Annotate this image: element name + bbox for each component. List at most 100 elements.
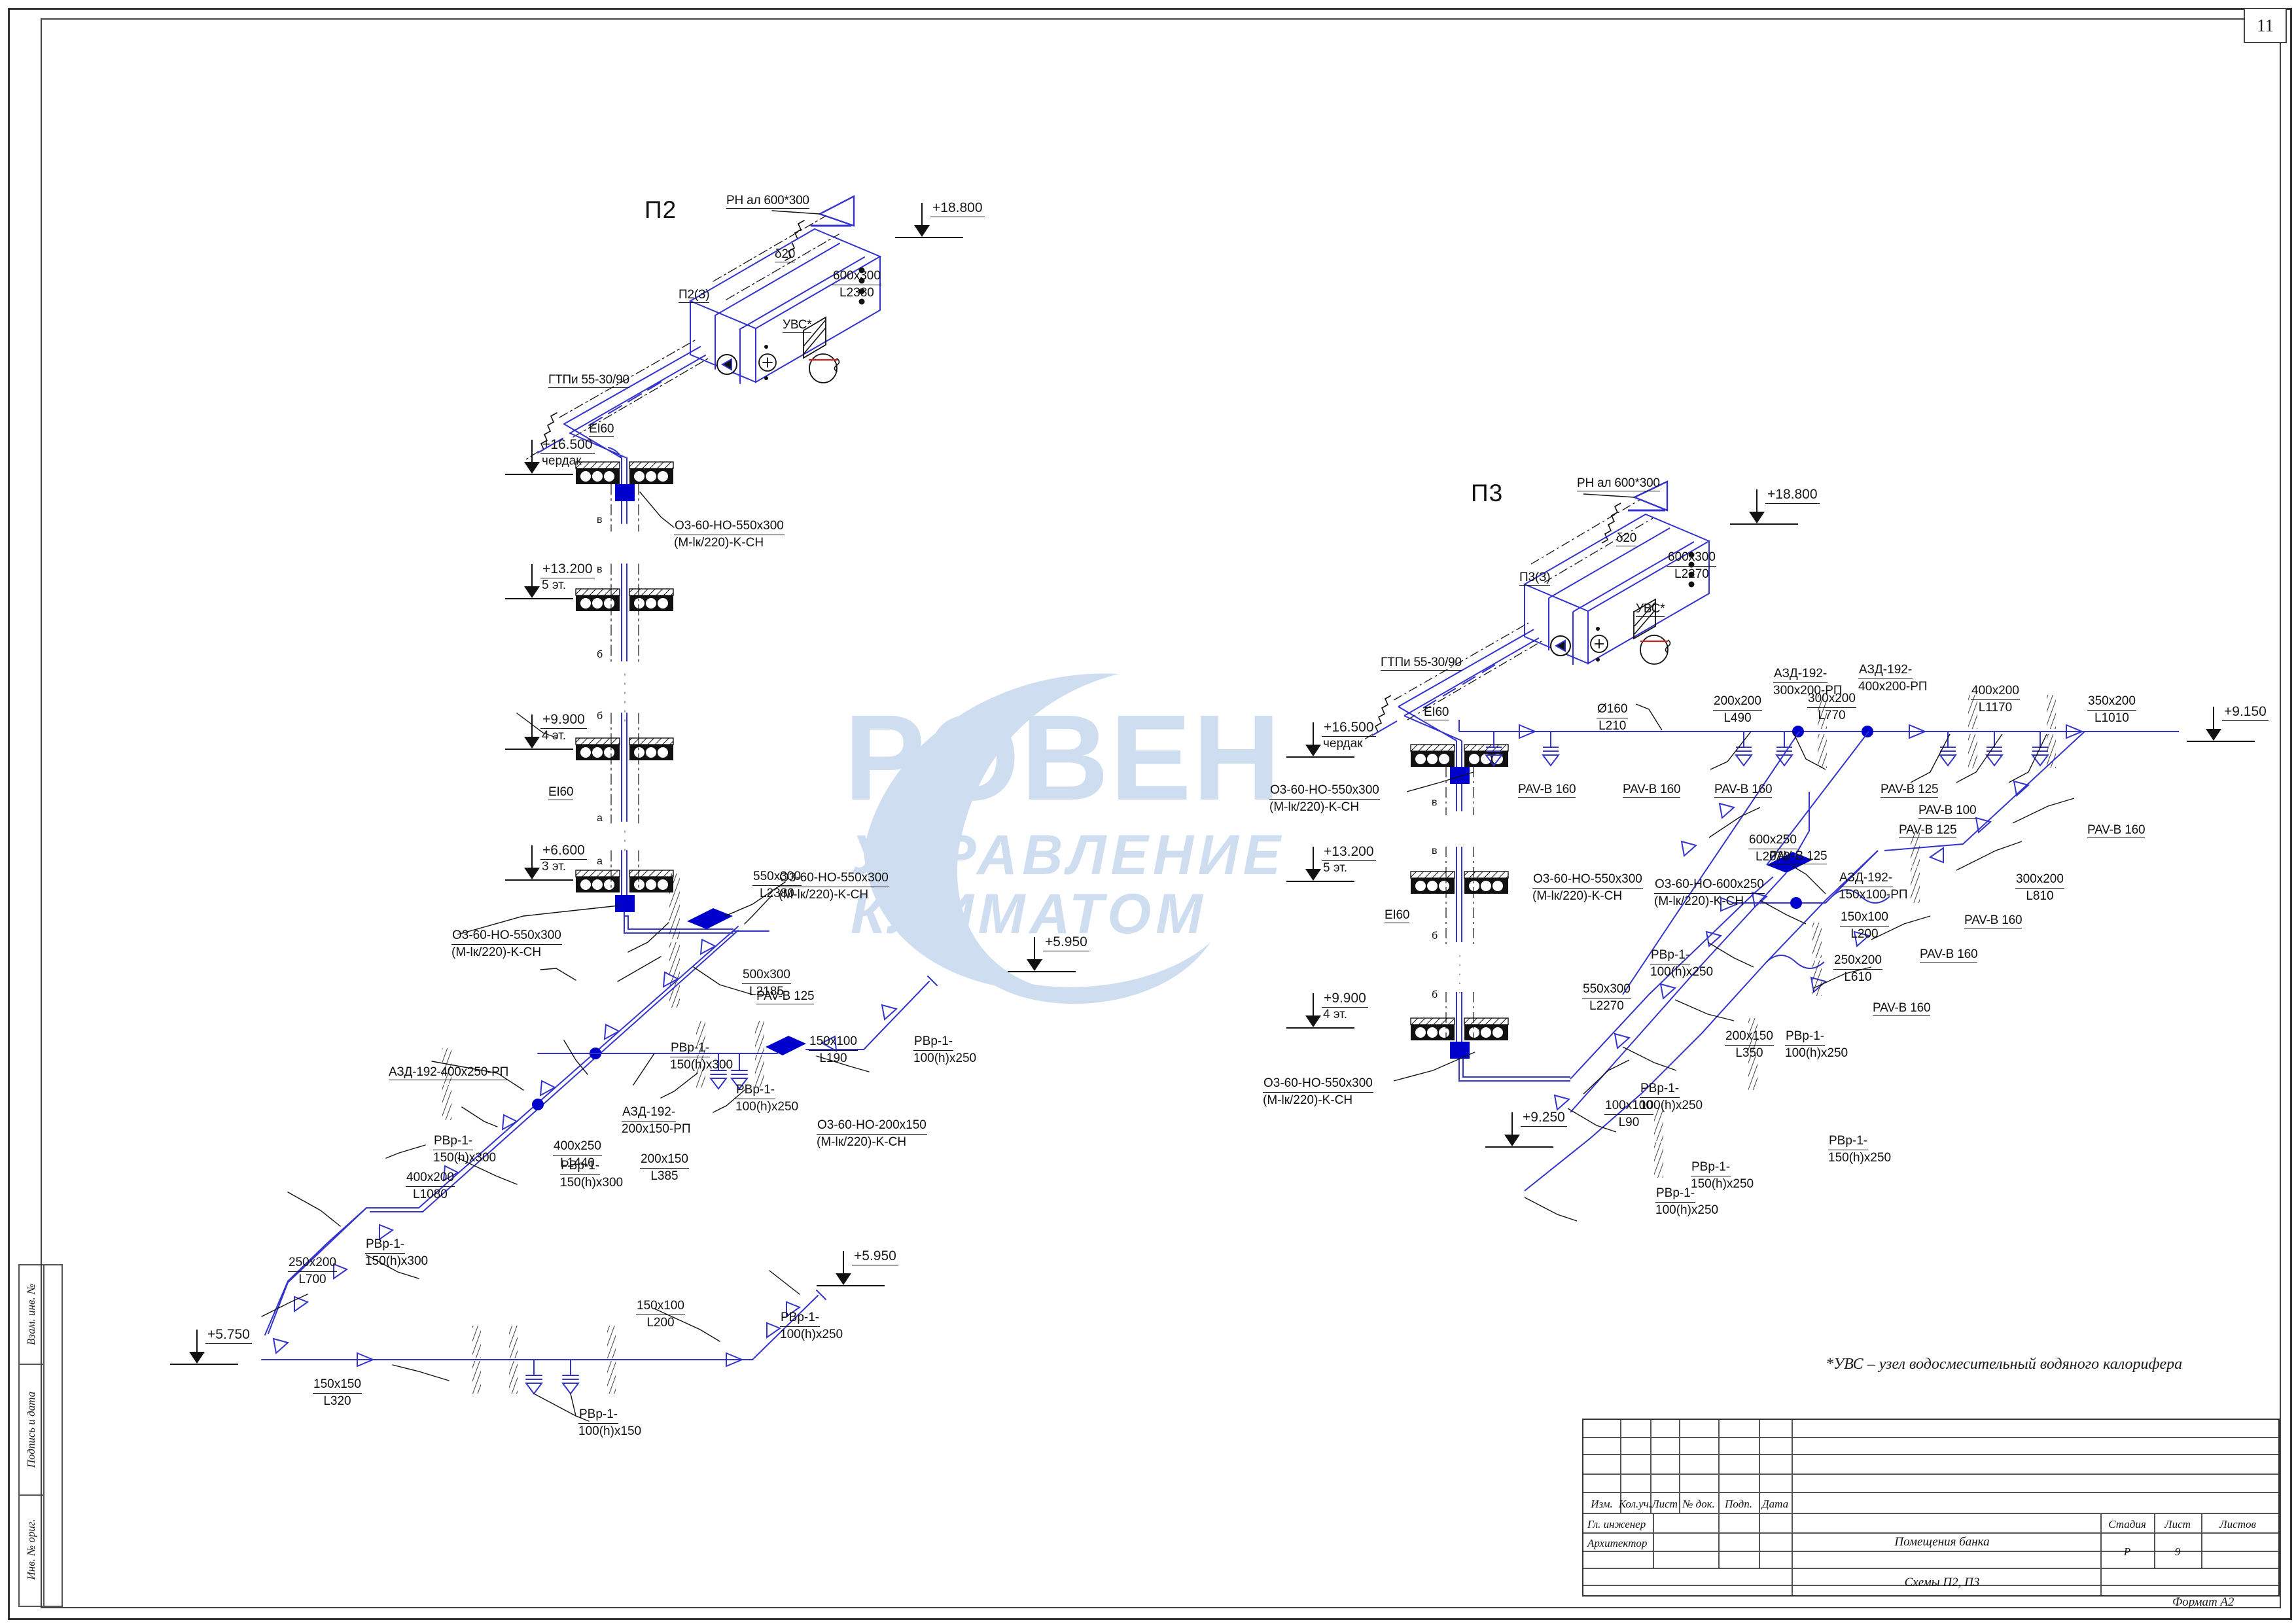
p2-valve-400x250: АЗД-192-400x250-РП [389, 1065, 508, 1081]
page-number-box: 11 [2244, 8, 2287, 43]
p2-damper-label-3: О3-60-НО-550x300 (M-lк/220)-K-CH [779, 871, 889, 902]
p3-duct-550x300: 550x300 L2270 [1582, 982, 1631, 1013]
fire-damper-symbol [615, 484, 635, 501]
p2-duct-150x100-b: 150x100 L200 [636, 1299, 685, 1330]
p2-floor-slabs [575, 461, 674, 892]
p2-heater-label: ГТПи 55-30/90 [548, 373, 629, 389]
p3-diffuser-2: PAV-B 160 [1623, 783, 1681, 798]
p2-floor-mark: б [597, 711, 603, 722]
p2-duct-150x100: 150x100 L190 [809, 1034, 858, 1065]
p3-valve-400x200: АЗД-192- 400x200-РП [1858, 663, 1928, 694]
p3-duct-150x100: 150x100 L200 [1840, 910, 1889, 941]
p3-duct-250x200: 250x200 L610 [1833, 953, 1882, 984]
p2-ei60-mid-label: EI60 [548, 785, 573, 801]
p2-riser-lower [610, 484, 733, 934]
p3-ei60-mid-label: EI60 [1385, 908, 1409, 924]
p3-leaders [1393, 703, 2075, 1222]
p3-diffuser-5: PAV-B 125 [1899, 823, 1957, 839]
p3-damper-label-4: О3-60-НО-600x250 (M-lк/220)-K-CH [1654, 877, 1765, 908]
p3-valve-150x100: АЗД-192- 150x100-РП [1839, 871, 1908, 902]
tb-col-izm: Изм. [1591, 1498, 1613, 1510]
tb-col-ndok: № док. [1682, 1498, 1715, 1510]
p2-damper-label-1: О3-60-НО-550x300 (M-lк/220)-K-CH [674, 519, 785, 550]
fire-damper-symbol [615, 895, 635, 912]
p3-lower-branches [1524, 831, 1920, 1192]
p2-damper-label-2: О3-60-НО-550x300 (M-lк/220)-K-CH [451, 928, 562, 959]
tb-role-engineer: Гл. инженер [1587, 1518, 1646, 1530]
p3-diffuser-6: PAV-B 100 [1918, 803, 1977, 819]
p3-heater-duct [1360, 622, 1542, 743]
p2-grille-7: РВр-1- 100(h)x250 [780, 1311, 843, 1341]
tb-stage-header: Стадия [2108, 1518, 2146, 1530]
p3-top-trunk [1458, 695, 2179, 995]
p3-duct-100x100: 100x100 L90 [1604, 1099, 1653, 1129]
p2-duct-150x150: 150x150 L320 [313, 1377, 362, 1408]
damper-diamond [687, 908, 733, 929]
system-title-p3: П3 [1471, 480, 1504, 506]
p3-duct-300x200-b: 300x200 L810 [2015, 872, 2064, 903]
tb-col-koluch: Кол.уч. [1618, 1498, 1652, 1510]
p3-damper-label-2: О3-60-НО-550x300 (M-lк/220)-K-CH [1263, 1076, 1373, 1107]
p3-intake-duct-label: 600x300 L2270 [1667, 550, 1716, 581]
p3-floor-mark: б [1432, 930, 1438, 942]
p3-ahu-unit [1523, 513, 1711, 665]
system-title-p2: П2 [645, 196, 677, 223]
tb-col-list: Лист [1651, 1498, 1678, 1510]
stamp-cell-podpis: Подпись и дата [20, 1365, 43, 1496]
p2-intake-grille-label: РН ал 600*300 [726, 194, 809, 209]
format-label: Формат А2 [2172, 1595, 2234, 1609]
p2-ahu-unit [688, 228, 882, 384]
p3-diffuser-11: PAV-B 160 [1873, 1001, 1931, 1017]
p3-grille-6: РВр-1- 150(h)x250 [1691, 1160, 1754, 1191]
p3-diffuser-1: PAV-B 160 [1518, 783, 1576, 798]
p3-grille-3: РВр-1- 100(h)x250 [1650, 948, 1714, 979]
p3-riser-lower [1445, 767, 1754, 1082]
p2-duct-400x200: 400x200 L1080 [406, 1171, 455, 1201]
p2-grille-8: РВр-1- 100(h)x150 [578, 1407, 642, 1438]
p3-duct-400x200: 400x200 L1170 [1971, 684, 2020, 715]
p2-horizontal-1610 [537, 976, 938, 1090]
p2-floor-mark: а [597, 856, 603, 867]
p2-floor-mark: в [597, 514, 603, 525]
p2-duct-200x150: 200x150 L385 [640, 1152, 689, 1183]
stamp-cell-vzam: Взам. инв. № [20, 1265, 43, 1365]
p3-duct-600x250: 600x250 L2070 [1748, 833, 1797, 864]
tb-sheet-header: Лист [2164, 1518, 2191, 1530]
p3-floor-mark: б [1432, 989, 1438, 1000]
p2-grille-3: РВр-1- 150(h)x300 [433, 1134, 497, 1165]
p2-damper-label-4: О3-60-НО-200x150 (M-lк/220)-K-CH [817, 1118, 927, 1149]
p3-schematic [1360, 480, 2179, 1222]
p2-floor-mark: а [597, 813, 603, 824]
p2-diffuser-pavb125: PAV-B 125 [756, 989, 815, 1005]
p3-duct-d160: Ø160 L210 [1597, 702, 1629, 733]
p2-intake-duct-label: 600x300 L2380 [832, 269, 881, 300]
p3-diffuser-3: PAV-B 160 [1714, 783, 1773, 798]
p3-diffuser-10: PAV-B 160 [1920, 947, 1978, 963]
tb-stage-value: Р [2123, 1545, 2131, 1558]
p3-roof-thickness-label: δ20 [1616, 531, 1636, 547]
tb-drawing-name: Схемы П2, П3 [1904, 1576, 1980, 1589]
tb-col-data: Дата [1761, 1498, 1789, 1510]
p2-floor-mark: в [597, 564, 603, 575]
p2-uvs-label: УВС* [783, 318, 812, 334]
uvs-footnote: *УВС – узел водосмесительный водяного ка… [1826, 1356, 2183, 1373]
p3-ei60-top-label: EI60 [1424, 705, 1449, 721]
p3-diffuser-8: PAV-B 160 [2087, 823, 2146, 839]
p3-grille-2: РВр-1- 100(h)x250 [1785, 1029, 1848, 1060]
p2-unit-tag-label: П2(З) [679, 288, 710, 304]
p3-grille-5: РВр-1- 150(h)x250 [1828, 1134, 1892, 1165]
p3-duct-200x200: 200x200 L490 [1713, 694, 1762, 725]
tb-object: Помещения банка [1894, 1535, 1990, 1549]
p3-unit-tag-label: П3(З) [1519, 571, 1551, 586]
p3-diffuser-9: PAV-B 160 [1964, 913, 2022, 929]
tb-sheets-header: Листов [2219, 1518, 2256, 1530]
p2-grille-2: РВр-1- 150(h)x300 [560, 1159, 624, 1190]
p3-intake-grille-label: РН ал 600*300 [1577, 476, 1660, 492]
p3-floor-mark: в [1432, 797, 1438, 808]
p3-valve-300x200: АЗД-192- 300x200-РП [1773, 667, 1843, 697]
title-block: Изм. Кол.уч. Лист № док. Подп. Дата Гл. … [1582, 1419, 2280, 1597]
p3-grille-1: РВр-1- 100(h)x250 [1640, 1082, 1703, 1112]
p3-diffuser-7: PAV-B 125 [1769, 849, 1828, 865]
